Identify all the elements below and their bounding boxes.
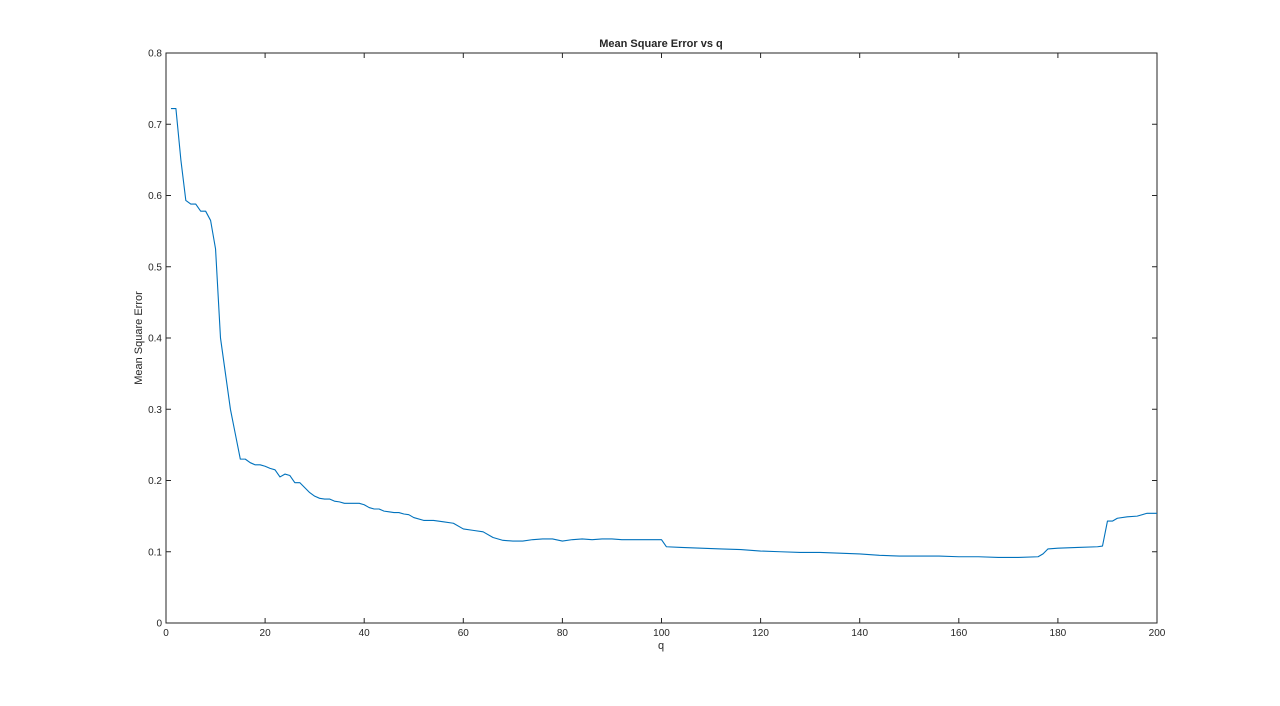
- series-line-group: [170, 108, 1157, 558]
- y-tick-label: 0.8: [148, 49, 162, 60]
- y-tick-label: 0.5: [148, 262, 162, 273]
- y-tick-label: 0.4: [148, 334, 162, 345]
- x-tick-label: 80: [557, 628, 569, 639]
- plot-area-box: [165, 52, 1158, 624]
- series-line: [170, 108, 1157, 558]
- axes: 0 20 40 60 80 100 120 140 160 180 200 0 0.1 0.2 0.3 0.4…: [148, 49, 1166, 640]
- y-tick-label: 0.2: [148, 476, 162, 487]
- x-tick-label: 140: [851, 628, 868, 639]
- y-tick-label: 0: [156, 619, 162, 630]
- x-tick-label: 160: [950, 628, 967, 639]
- x-tick-label: 120: [752, 628, 769, 639]
- y-tick-label: 0.3: [148, 405, 162, 416]
- x-tick-label: 200: [1149, 628, 1166, 639]
- x-tick-label: 0: [163, 628, 169, 639]
- y-tick-label: 0.1: [148, 547, 162, 558]
- y-tick-label: 0.7: [148, 120, 162, 131]
- x-tick-label: 40: [359, 628, 371, 639]
- x-tick-label: 100: [653, 628, 670, 639]
- chart-title: Mean Square Error vs q: [599, 38, 723, 50]
- y-axis-label: Mean Square Error: [133, 291, 145, 385]
- y-tick-label: 0.6: [148, 191, 162, 202]
- x-tick-label: 20: [260, 628, 272, 639]
- x-tick-label: 60: [458, 628, 470, 639]
- x-tick-label: 180: [1050, 628, 1067, 639]
- x-axis-label: q: [658, 640, 664, 652]
